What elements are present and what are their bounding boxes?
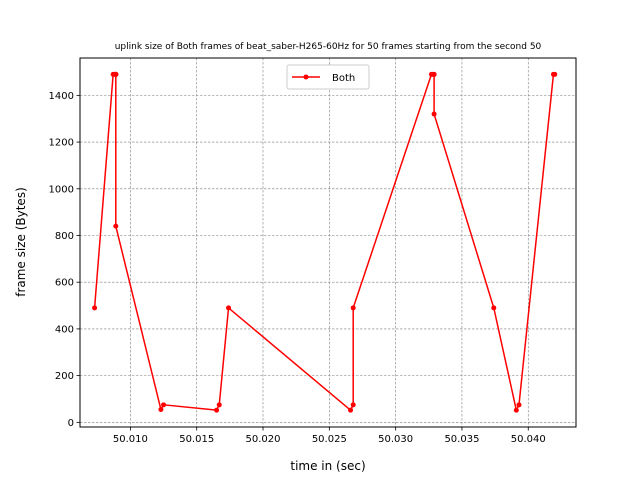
data-point xyxy=(92,305,98,311)
x-tick-label: 50.040 xyxy=(511,434,546,445)
data-point xyxy=(513,407,519,413)
y-tick-label: 0 xyxy=(68,418,74,429)
x-tick-label: 50.020 xyxy=(246,434,281,445)
data-point xyxy=(431,71,437,77)
legend: Both xyxy=(286,64,370,90)
legend-marker xyxy=(303,74,309,80)
data-point xyxy=(552,71,558,77)
y-tick-label: 1400 xyxy=(49,91,74,102)
series-line xyxy=(93,73,555,411)
x-tick-label: 50.015 xyxy=(179,434,214,445)
y-axis-label: frame size (Bytes) xyxy=(14,187,28,297)
data-point xyxy=(214,407,220,413)
data-point xyxy=(113,223,119,229)
y-tick-label: 200 xyxy=(55,371,74,382)
legend-box xyxy=(286,64,370,90)
data-point xyxy=(161,402,167,408)
data-point xyxy=(113,71,119,77)
data-point xyxy=(348,407,354,413)
y-tick-label: 400 xyxy=(55,324,74,335)
legend-label: Both xyxy=(332,73,355,84)
data-point xyxy=(350,305,356,311)
chart-title: uplink size of Both frames of beat_saber… xyxy=(115,42,542,52)
grid xyxy=(80,58,576,427)
plot-area xyxy=(92,71,558,413)
x-tick-label: 50.035 xyxy=(444,434,479,445)
x-tick-label: 50.010 xyxy=(113,434,148,445)
y-tick-label: 1200 xyxy=(49,138,74,149)
data-point xyxy=(226,305,232,311)
data-point xyxy=(216,402,222,408)
y-tick-label: 1000 xyxy=(49,184,74,195)
x-tick-label: 50.030 xyxy=(378,434,413,445)
data-point xyxy=(350,402,356,408)
data-point xyxy=(516,402,522,408)
axis-ticks: 50.010 50.015 50.020 50.025 50.030 50.035 50.0… xyxy=(49,91,546,445)
y-tick-label: 800 xyxy=(55,231,74,242)
data-point xyxy=(158,406,164,412)
plot-frame xyxy=(79,57,577,428)
data-point xyxy=(431,111,437,117)
y-tick-label: 600 xyxy=(55,278,74,289)
x-axis-label: time in (sec) xyxy=(290,459,365,473)
data-point xyxy=(491,305,497,311)
x-tick-label: 50.025 xyxy=(312,434,347,445)
